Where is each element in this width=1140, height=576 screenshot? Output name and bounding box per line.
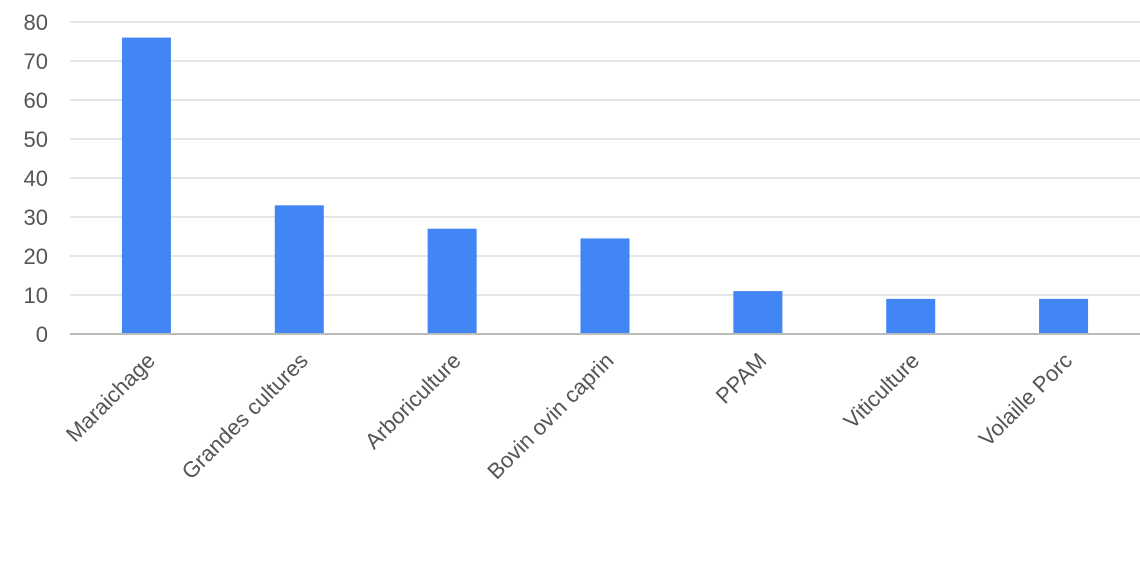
y-tick-label: 50 bbox=[24, 127, 48, 152]
bar bbox=[580, 238, 630, 334]
x-category-label: Grandes cultures bbox=[177, 348, 313, 484]
y-tick-label: 70 bbox=[24, 49, 48, 74]
bar bbox=[274, 205, 324, 334]
x-category-label: Volaille Porc bbox=[974, 348, 1077, 451]
y-tick-label: 80 bbox=[24, 10, 48, 35]
bars bbox=[121, 37, 1089, 334]
bar bbox=[886, 298, 936, 334]
x-category-label: PPAM bbox=[711, 348, 772, 409]
y-axis-tick-labels: 0 10 20 30 40 50 60 70 80 bbox=[24, 10, 48, 347]
gridlines bbox=[70, 21, 1140, 296]
x-category-label: Bovin ovin caprin bbox=[482, 348, 618, 484]
y-tick-label: 40 bbox=[24, 166, 48, 191]
y-tick-label: 30 bbox=[24, 205, 48, 230]
bar bbox=[427, 228, 477, 334]
y-tick-label: 10 bbox=[24, 283, 48, 308]
x-category-label: Arboriculture bbox=[360, 348, 466, 454]
y-tick-label: 60 bbox=[24, 88, 48, 113]
x-category-label: Viticulture bbox=[839, 348, 925, 434]
y-tick-label: 20 bbox=[24, 244, 48, 269]
bar bbox=[121, 37, 171, 334]
x-category-label: Maraichage bbox=[61, 348, 160, 447]
bar bbox=[733, 291, 783, 334]
x-axis-category-labels: Maraichage Grandes cultures Arboriculture B… bbox=[61, 348, 1077, 484]
bar bbox=[1039, 298, 1089, 334]
y-tick-label: 0 bbox=[36, 322, 48, 347]
